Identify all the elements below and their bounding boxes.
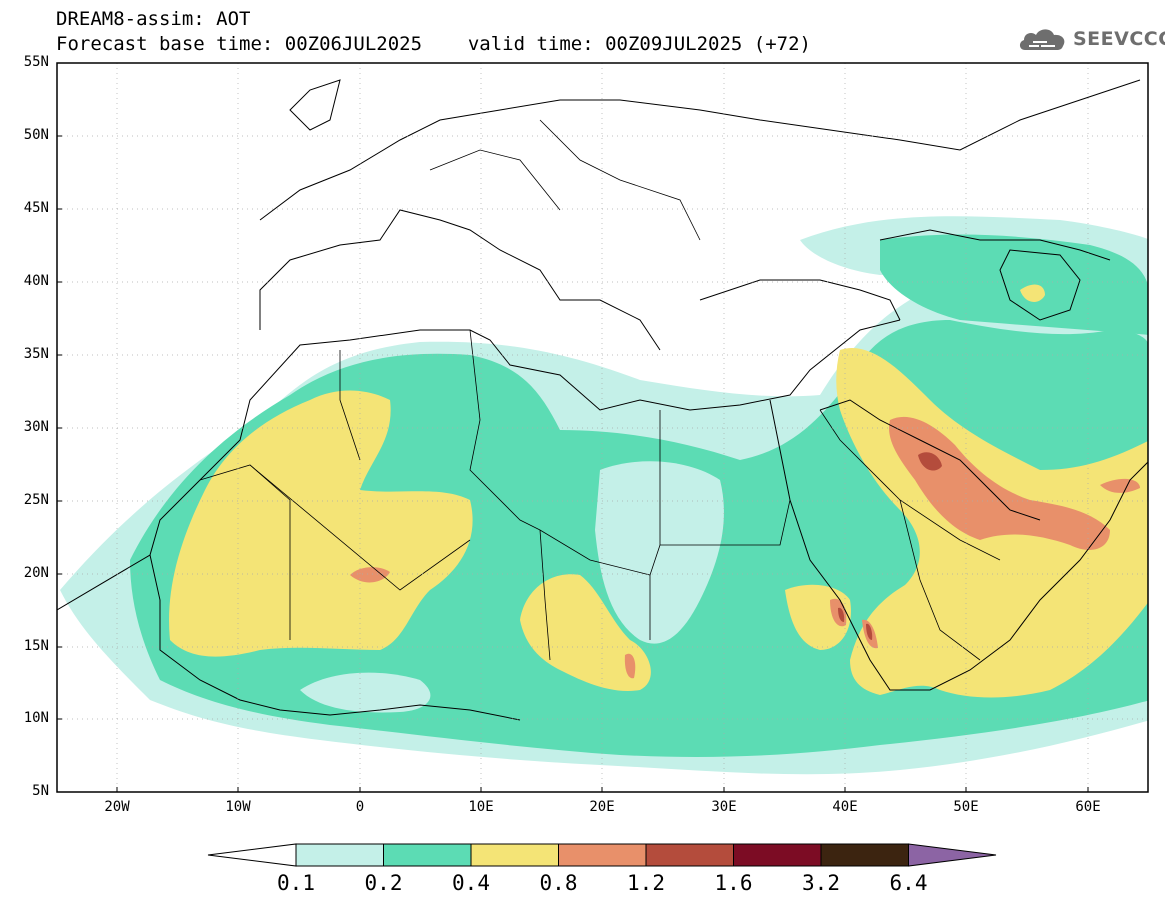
lon-label-20w: 20W — [104, 799, 130, 815]
colorbar-label-3: 0.8 — [539, 871, 578, 895]
lon-label-40e: 40E — [832, 799, 858, 815]
lon-label-10w: 10W — [225, 799, 251, 815]
lat-label-55n: 55N — [23, 54, 49, 70]
lat-label-10n: 10N — [23, 710, 49, 726]
axis-ticks — [57, 62, 1089, 792]
lon-label-60e: 60E — [1075, 799, 1101, 815]
colorbar-swatch-3 — [558, 843, 647, 867]
map-title: DREAM8-assim: AOT — [56, 8, 251, 30]
colorbar-label-1: 0.2 — [364, 871, 403, 895]
colorbar-label-4: 1.2 — [627, 871, 665, 895]
seevccc-logo: SEEVCCC — [1017, 22, 1165, 56]
lon-label-20e: 20E — [589, 799, 615, 815]
colorbar-label-7: 6.4 — [889, 871, 928, 895]
lat-label-45n: 45N — [23, 200, 49, 216]
colorbar-under-triangle — [207, 843, 297, 867]
coastlines — [57, 79, 1148, 721]
colorbar-label-2: 0.4 — [452, 871, 490, 895]
lon-label-0: 0 — [355, 799, 365, 815]
colorbar-swatch-2 — [470, 843, 559, 867]
logo-text: SEEVCCC — [1073, 28, 1165, 50]
lon-label-30e: 30E — [711, 799, 737, 815]
lat-label-5n: 5N — [32, 783, 49, 799]
lat-label-25n: 25N — [23, 492, 49, 508]
colorbar — [207, 843, 997, 867]
valid-time: valid time: 00Z09JUL2025 (+72) — [467, 33, 811, 55]
lat-label-40n: 40N — [23, 273, 49, 289]
lat-label-15n: 15N — [23, 638, 49, 654]
lat-label-20n: 20N — [23, 565, 49, 581]
aot-holes — [300, 461, 724, 713]
base-time: Forecast base time: 00Z06JUL2025 — [56, 33, 423, 55]
gridlines — [57, 63, 1148, 792]
colorbar-swatch-5 — [733, 843, 822, 867]
aot-band-1.2 — [838, 452, 942, 640]
borders — [199, 119, 1001, 661]
aot-band-0.8 — [350, 416, 1140, 679]
lat-label-30n: 30N — [23, 419, 49, 435]
colorbar-swatch-4 — [645, 843, 734, 867]
lat-label-35n: 35N — [23, 346, 49, 362]
colorbar-swatch-0 — [295, 843, 384, 867]
colorbar-label-5: 1.6 — [714, 871, 753, 895]
colorbar-swatch-6 — [820, 843, 909, 867]
colorbar-over-triangle — [908, 843, 997, 867]
lat-label-50n: 50N — [23, 127, 49, 143]
lon-label-10e: 10E — [468, 799, 494, 815]
colorbar-label-6: 3.2 — [802, 871, 840, 895]
aot-shading — [60, 216, 1148, 775]
lon-label-50e: 50E — [953, 799, 979, 815]
cloud-logo-icon — [1019, 29, 1065, 50]
map-subtitle: Forecast base time: 00Z06JUL2025 valid t… — [56, 33, 811, 55]
colorbar-label-0: 0.1 — [277, 871, 315, 895]
colorbar-swatch-1 — [383, 843, 472, 867]
